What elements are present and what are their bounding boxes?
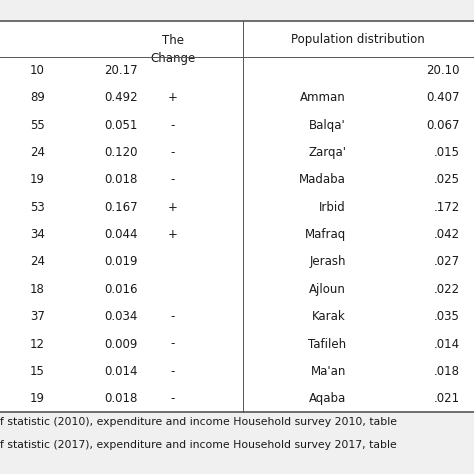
Text: Aqaba: Aqaba: [309, 392, 346, 405]
Text: Mafraq: Mafraq: [305, 228, 346, 241]
Text: -: -: [171, 365, 175, 378]
Text: 0.067: 0.067: [426, 119, 460, 132]
Text: 0.014: 0.014: [104, 365, 137, 378]
Text: Karak: Karak: [312, 310, 346, 323]
Text: 0.492: 0.492: [104, 91, 137, 104]
Text: 19: 19: [30, 173, 45, 186]
Text: 0.167: 0.167: [104, 201, 137, 214]
Text: 20.10: 20.10: [426, 64, 460, 77]
Text: f statistic (2017), expenditure and income Household survey 2017, table: f statistic (2017), expenditure and inco…: [0, 440, 397, 450]
Text: 0.019: 0.019: [104, 255, 137, 268]
Text: .025: .025: [434, 173, 460, 186]
Text: f statistic (2010), expenditure and income Household survey 2010, table: f statistic (2010), expenditure and inco…: [0, 417, 397, 427]
Text: Change: Change: [150, 52, 196, 65]
Text: +: +: [168, 91, 178, 104]
Text: .021: .021: [434, 392, 460, 405]
Text: 15: 15: [30, 365, 45, 378]
Text: .035: .035: [434, 310, 460, 323]
Text: 0.018: 0.018: [104, 392, 137, 405]
Text: -: -: [171, 146, 175, 159]
Text: Madaba: Madaba: [299, 173, 346, 186]
Text: Ma'an: Ma'an: [310, 365, 346, 378]
Text: Zarqa': Zarqa': [308, 146, 346, 159]
Text: 24: 24: [30, 146, 45, 159]
Text: -: -: [171, 119, 175, 132]
Text: 20.17: 20.17: [104, 64, 137, 77]
Text: Irbid: Irbid: [319, 201, 346, 214]
Text: .014: .014: [434, 337, 460, 350]
Text: -: -: [171, 310, 175, 323]
Text: Balqa': Balqa': [309, 119, 346, 132]
Text: -: -: [171, 392, 175, 405]
Text: .027: .027: [434, 255, 460, 268]
Text: 12: 12: [30, 337, 45, 350]
Text: 0.018: 0.018: [104, 173, 137, 186]
Text: Tafileh: Tafileh: [308, 337, 346, 350]
Text: Ajloun: Ajloun: [309, 283, 346, 296]
Text: .018: .018: [434, 365, 460, 378]
Text: 53: 53: [30, 201, 45, 214]
Text: 19: 19: [30, 392, 45, 405]
Text: 37: 37: [30, 310, 45, 323]
Text: 18: 18: [30, 283, 45, 296]
Text: +: +: [168, 201, 178, 214]
Text: 10: 10: [30, 64, 45, 77]
Text: .015: .015: [434, 146, 460, 159]
Text: .172: .172: [434, 201, 460, 214]
Text: 0.407: 0.407: [426, 91, 460, 104]
Text: 89: 89: [30, 91, 45, 104]
Text: 0.034: 0.034: [104, 310, 137, 323]
Text: The: The: [162, 34, 184, 47]
Bar: [0, 21, 474, 412]
Text: +: +: [168, 228, 178, 241]
Text: 55: 55: [30, 119, 45, 132]
Text: 0.009: 0.009: [104, 337, 137, 350]
Text: 0.016: 0.016: [104, 283, 137, 296]
Text: 0.120: 0.120: [104, 146, 137, 159]
Text: -: -: [171, 337, 175, 350]
Text: 0.051: 0.051: [104, 119, 137, 132]
Text: Amman: Amman: [300, 91, 346, 104]
Text: 34: 34: [30, 228, 45, 241]
Text: -: -: [171, 173, 175, 186]
Text: .042: .042: [434, 228, 460, 241]
Text: 24: 24: [30, 255, 45, 268]
Text: Jerash: Jerash: [310, 255, 346, 268]
Text: 0.044: 0.044: [104, 228, 137, 241]
Text: Population distribution: Population distribution: [292, 33, 425, 46]
Text: .022: .022: [434, 283, 460, 296]
